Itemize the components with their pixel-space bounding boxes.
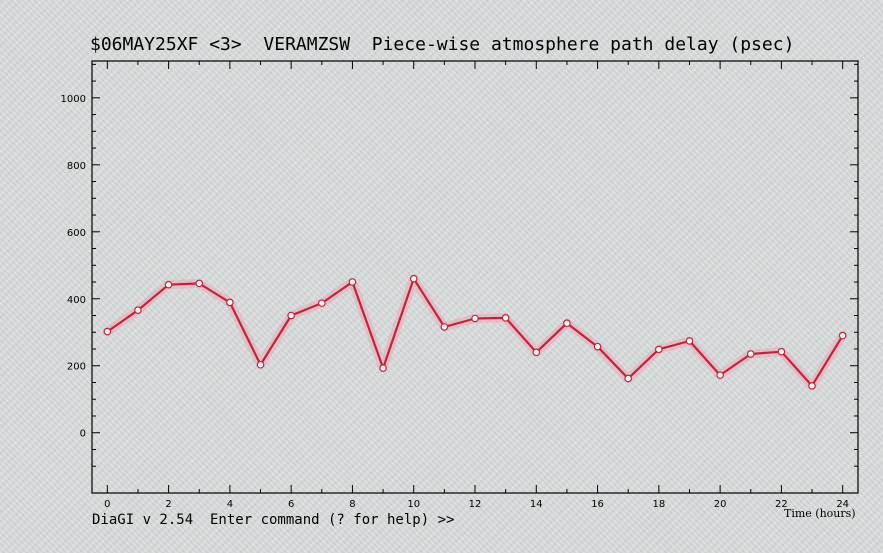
plot-title: $06MAY25XF <3> VERAMZSW Piece-wise atmos…	[90, 34, 795, 55]
data-point	[348, 278, 357, 286]
data-point	[317, 299, 326, 307]
x-tick-label: 10	[407, 499, 420, 510]
data-point	[593, 342, 602, 351]
x-tick-label: 18	[652, 499, 665, 510]
data-point	[134, 306, 142, 314]
y-tick-label: 400	[67, 295, 86, 306]
data-point	[808, 382, 816, 390]
data-point	[777, 347, 786, 356]
y-tick-label: 600	[67, 228, 86, 239]
x-tick-label: 8	[349, 499, 355, 510]
data-point	[563, 319, 571, 328]
data-point	[409, 274, 418, 283]
data-point	[685, 337, 694, 345]
data-point	[624, 374, 633, 383]
axis-ticks	[92, 61, 858, 493]
data-point	[746, 350, 755, 358]
x-tick-label: 12	[469, 499, 482, 510]
x-tick-label: 20	[714, 499, 727, 510]
data-point	[440, 323, 449, 331]
data-point	[532, 348, 541, 357]
y-tick-label: 0	[80, 429, 86, 440]
x-tick-label: 6	[288, 499, 294, 510]
command-prompt[interactable]: DiaGI v 2.54 Enter command (? for help) …	[92, 512, 455, 528]
data-point	[379, 364, 387, 372]
y-tick-label: 200	[67, 362, 86, 373]
data-point	[256, 360, 265, 369]
x-tick-label: 2	[165, 499, 171, 510]
data-point	[195, 279, 204, 288]
y-tick-label: 800	[67, 161, 86, 172]
y-tick-label: 1000	[61, 94, 86, 105]
x-tick-label: 24	[836, 499, 849, 510]
data-points	[103, 274, 847, 390]
x-tick-label: 14	[530, 499, 543, 510]
plot-frame	[91, 60, 859, 494]
data-point	[103, 327, 112, 336]
x-tick-label: 4	[227, 499, 233, 510]
y-tick-labels: 0 200 400 600 800 1000	[61, 94, 86, 440]
data-point	[501, 314, 510, 322]
data-point	[471, 314, 479, 323]
x-tick-label: 22	[775, 499, 788, 510]
data-point	[655, 345, 663, 354]
data-point	[838, 331, 847, 340]
x-axis-label: Time (hours)	[784, 507, 856, 520]
data-point	[164, 280, 173, 289]
x-tick-labels: 0 2 4 6 8 10 12 14 16 18 20 22 24	[104, 499, 849, 510]
data-point	[226, 298, 234, 307]
x-tick-label: 0	[104, 499, 110, 510]
data-point	[287, 311, 295, 320]
x-tick-label: 16	[591, 499, 604, 510]
data-point	[716, 371, 724, 379]
